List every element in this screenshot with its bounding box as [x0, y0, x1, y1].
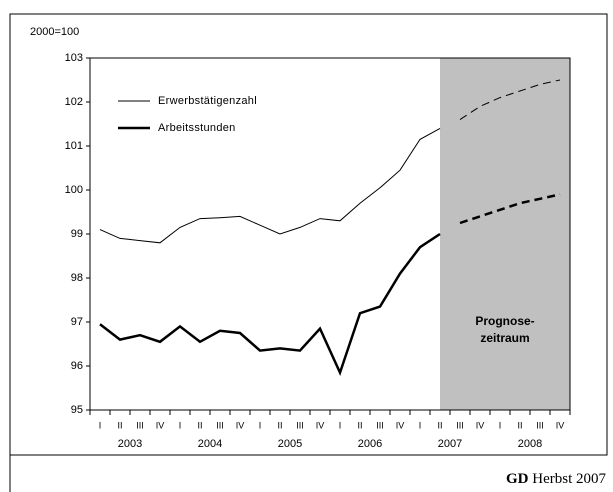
x-tick-label: IV	[236, 420, 245, 430]
year-label: 2006	[358, 438, 382, 450]
x-tick-label: II	[277, 420, 282, 430]
x-tick-label: I	[99, 420, 102, 430]
x-tick-label: III	[536, 420, 544, 430]
y-tick-label: 99	[71, 228, 83, 240]
x-tick-label: III	[456, 420, 464, 430]
x-tick-label: III	[296, 420, 304, 430]
series-forecast-line	[459, 79, 561, 121]
series-forecast-line	[459, 193, 561, 225]
series-line	[99, 232, 441, 377]
y-tick-label: 101	[65, 140, 83, 152]
forecast-label: Prognose-	[475, 314, 534, 328]
x-tick-label: II	[197, 420, 202, 430]
x-tick-label: I	[259, 420, 262, 430]
frame	[9, 13, 608, 456]
y-unit-label: 2000=100	[30, 26, 79, 38]
source-text: Herbst 2007	[532, 471, 606, 487]
legend-label: Erwerbstätigenzahl	[158, 95, 257, 107]
x-tick-label: IV	[316, 420, 325, 430]
y-tick-label: 96	[71, 360, 83, 372]
x-tick-label: III	[136, 420, 144, 430]
year-label: 2005	[278, 438, 302, 450]
y-tick-label: 103	[65, 52, 83, 64]
forecast-label: zeitraum	[480, 331, 529, 345]
x-tick-label: I	[339, 420, 342, 430]
x-tick-label: II	[357, 420, 362, 430]
x-tick-label: IV	[396, 420, 405, 430]
y-tick-label: 95	[71, 404, 83, 416]
x-tick-label: I	[179, 420, 182, 430]
x-tick-label: IV	[156, 420, 165, 430]
y-tick-label: 98	[71, 272, 83, 284]
series-line	[99, 127, 441, 244]
x-tick-label: II	[117, 420, 122, 430]
source-bold: GD	[506, 471, 529, 487]
x-tick-label: I	[499, 420, 502, 430]
year-label: 2008	[518, 438, 542, 450]
year-label: 2003	[118, 438, 142, 450]
y-tick-label: 97	[71, 316, 83, 328]
y-tick-label: 102	[65, 96, 83, 108]
legend-label: Arbeitsstunden	[158, 122, 236, 134]
x-tick-label: III	[376, 420, 384, 430]
x-tick-label: II	[437, 420, 442, 430]
x-tick-label: I	[419, 420, 422, 430]
x-tick-label: IV	[556, 420, 565, 430]
source-note: GD Herbst 2007	[506, 471, 606, 487]
x-tick-label: III	[216, 420, 224, 430]
year-label: 2007	[438, 438, 462, 450]
forecast-area	[440, 58, 570, 410]
year-label: 2004	[198, 438, 222, 450]
x-tick-label: II	[517, 420, 522, 430]
y-tick-label: 100	[65, 184, 83, 196]
x-tick-label: IV	[476, 420, 485, 430]
